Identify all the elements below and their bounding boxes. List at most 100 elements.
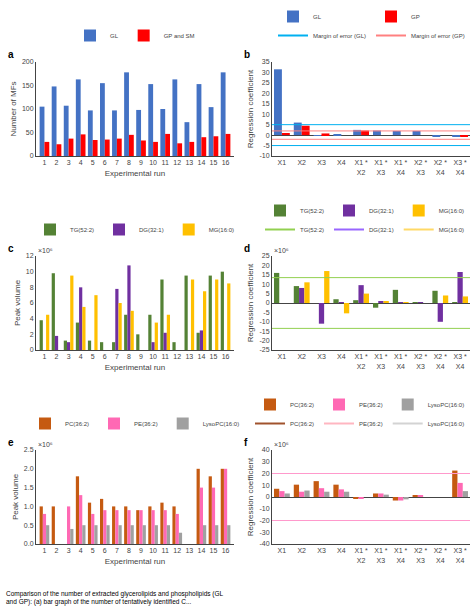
svg-text:1.5: 1.5 <box>24 484 34 491</box>
svg-text:PC(36:2): PC(36:2) <box>290 421 314 427</box>
svg-text:X1: X1 <box>278 353 287 360</box>
svg-text:Regression coefficient: Regression coefficient <box>246 457 255 536</box>
svg-text:c: c <box>8 243 14 254</box>
svg-text:-25: -25 <box>259 346 269 353</box>
svg-text:11: 11 <box>162 159 169 166</box>
svg-text:DG(32:1): DG(32:1) <box>139 227 164 233</box>
svg-text:13: 13 <box>185 353 193 360</box>
svg-text:4: 4 <box>79 159 83 166</box>
svg-text:2.0: 2.0 <box>24 465 34 472</box>
svg-text:TG(52:2): TG(52:2) <box>70 227 94 233</box>
svg-text:0.0: 0.0 <box>24 540 34 547</box>
svg-text:0.5: 0.5 <box>24 522 34 529</box>
svg-text:15: 15 <box>210 159 218 166</box>
svg-text:13: 13 <box>185 159 193 166</box>
svg-text:×10⁶: ×10⁶ <box>274 441 289 448</box>
svg-text:16: 16 <box>222 353 230 360</box>
svg-text:LysoPC(16:0): LysoPC(16:0) <box>428 402 464 408</box>
svg-text:X2 *X4: X2 *X4 <box>434 547 448 563</box>
svg-text:7: 7 <box>115 159 119 166</box>
svg-text:TG(52:2): TG(52:2) <box>300 227 324 233</box>
svg-text:25: 25 <box>262 79 270 86</box>
svg-text:9: 9 <box>139 159 143 166</box>
svg-text:0: 0 <box>30 346 34 353</box>
svg-text:X3: X3 <box>317 159 326 166</box>
svg-text:X2: X2 <box>297 353 306 360</box>
svg-text:MG(16:0): MG(16:0) <box>439 227 464 233</box>
svg-text:-15: -15 <box>259 328 269 335</box>
svg-text:TG(52:2): TG(52:2) <box>300 208 324 214</box>
svg-text:a: a <box>8 49 14 60</box>
svg-text:200: 200 <box>22 58 34 65</box>
svg-text:1: 1 <box>42 353 46 360</box>
svg-text:d: d <box>244 243 250 254</box>
svg-text:9: 9 <box>139 353 143 360</box>
svg-text:20: 20 <box>262 470 270 477</box>
svg-text:Regression coefficient: Regression coefficient <box>246 69 255 148</box>
svg-text:-10: -10 <box>259 318 269 325</box>
svg-text:2: 2 <box>55 547 59 554</box>
svg-text:8: 8 <box>127 547 131 554</box>
svg-text:25: 25 <box>262 252 270 259</box>
svg-text:4: 4 <box>30 315 34 322</box>
svg-text:-20: -20 <box>259 337 269 344</box>
svg-text:14: 14 <box>198 159 206 166</box>
svg-text:50: 50 <box>26 129 34 136</box>
svg-text:2: 2 <box>30 331 34 338</box>
svg-text:Experimental run: Experimental run <box>105 169 165 178</box>
svg-text:PC(36:2): PC(36:2) <box>65 421 89 427</box>
svg-text:MG(16:0): MG(16:0) <box>439 208 464 214</box>
svg-text:6: 6 <box>103 547 107 554</box>
svg-text:LysoPC(16:0): LysoPC(16:0) <box>428 421 464 427</box>
svg-text:8: 8 <box>127 159 131 166</box>
svg-text:X1 *X3: X1 *X3 <box>374 353 388 369</box>
svg-text:10: 10 <box>262 281 270 288</box>
svg-text:PC(36:2): PC(36:2) <box>290 402 314 408</box>
svg-text:X2 *X4: X2 *X4 <box>434 353 448 369</box>
svg-text:MG(16:0): MG(16:0) <box>209 227 234 233</box>
svg-text:150: 150 <box>22 82 34 89</box>
svg-text:16: 16 <box>222 547 230 554</box>
svg-text:40: 40 <box>262 446 270 453</box>
svg-text:10: 10 <box>262 482 270 489</box>
svg-text:GP and SM: GP and SM <box>164 33 195 39</box>
svg-text:GL: GL <box>313 14 322 20</box>
svg-text:8: 8 <box>127 353 131 360</box>
svg-text:X2 *X3: X2 *X3 <box>414 547 428 563</box>
svg-text:4: 4 <box>79 547 83 554</box>
svg-text:×10⁶: ×10⁶ <box>274 247 289 254</box>
svg-text:1.0: 1.0 <box>24 503 34 510</box>
svg-text:13: 13 <box>185 547 193 554</box>
svg-text:X1 *X3: X1 *X3 <box>374 547 388 563</box>
svg-text:×10⁶: ×10⁶ <box>38 441 53 448</box>
svg-text:30: 30 <box>262 69 270 76</box>
svg-text:10: 10 <box>26 268 34 275</box>
svg-text:12: 12 <box>26 252 34 259</box>
svg-text:-10: -10 <box>259 152 269 159</box>
svg-text:7: 7 <box>115 547 119 554</box>
svg-text:Experimental run: Experimental run <box>105 557 165 566</box>
svg-text:X1 *X4: X1 *X4 <box>394 353 408 369</box>
svg-text:12: 12 <box>173 547 181 554</box>
svg-text:12: 12 <box>173 353 181 360</box>
svg-text:10: 10 <box>149 353 157 360</box>
svg-text:b: b <box>244 49 250 60</box>
svg-text:Experimental run: Experimental run <box>105 363 165 372</box>
svg-text:PE(36:2): PE(36:2) <box>359 421 383 427</box>
svg-text:0: 0 <box>30 152 34 159</box>
svg-text:0: 0 <box>266 493 270 500</box>
svg-text:0: 0 <box>266 299 270 306</box>
svg-text:PE(36:2): PE(36:2) <box>359 402 383 408</box>
svg-text:X2: X2 <box>297 159 306 166</box>
svg-text:X1: X1 <box>278 159 287 166</box>
svg-text:1: 1 <box>42 547 46 554</box>
svg-text:35: 35 <box>262 58 270 65</box>
svg-text:-5: -5 <box>263 309 269 316</box>
svg-text:X3 *X4: X3 *X4 <box>453 159 467 175</box>
svg-text:Peak volume: Peak volume <box>13 279 22 326</box>
svg-text:2: 2 <box>55 159 59 166</box>
svg-text:3: 3 <box>67 547 71 554</box>
svg-text:×10⁶: ×10⁶ <box>38 247 53 254</box>
svg-text:2: 2 <box>55 353 59 360</box>
svg-text:X1 *X2: X1 *X2 <box>354 159 368 175</box>
